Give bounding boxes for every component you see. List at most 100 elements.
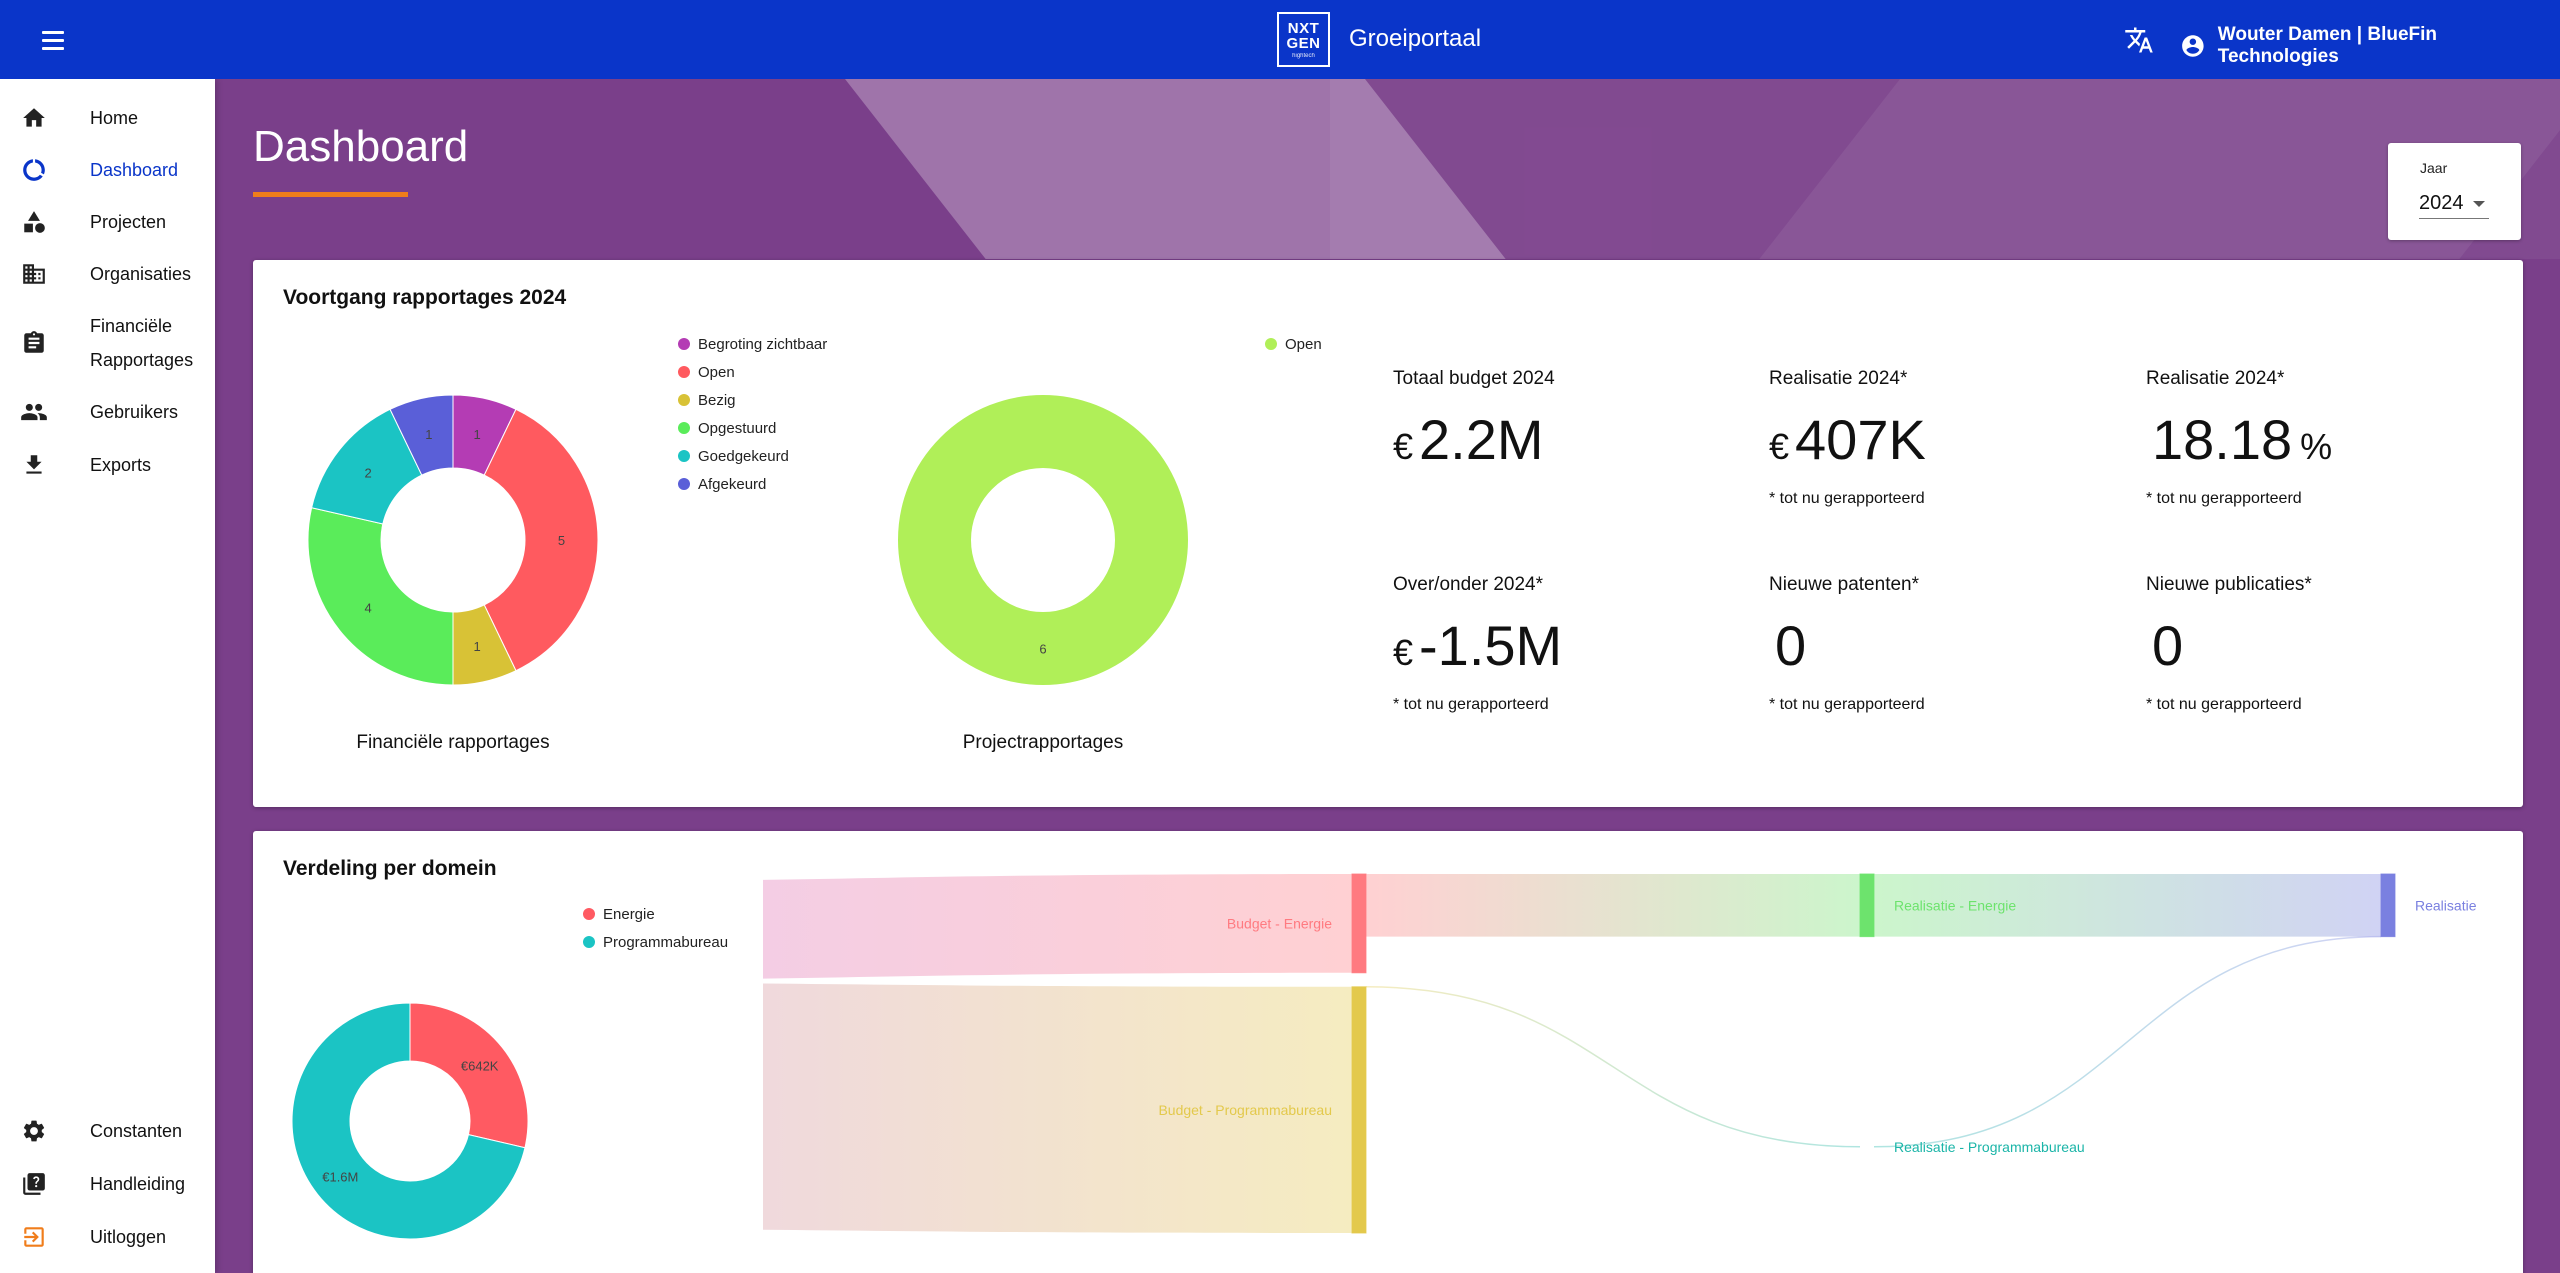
stat-number: -1.5M <box>1419 614 1563 677</box>
stat-value: 0 <box>2146 618 2486 674</box>
donut-value-label: 1 <box>474 639 481 654</box>
card-title: Voortgang rapportages 2024 <box>283 286 567 309</box>
stat-note: * tot nu gerapporteerd <box>1769 490 1925 507</box>
legend-swatch <box>678 366 690 378</box>
donut-slice-open[interactable] <box>483 408 599 672</box>
shapes-icon <box>20 208 48 236</box>
year-select[interactable]: 2024 <box>2419 189 2489 219</box>
background-decoration <box>1330 79 2560 259</box>
legend-item-energie[interactable]: Energie <box>583 900 728 928</box>
legend-item-opgestuurd[interactable]: Opgestuurd <box>678 414 827 442</box>
stat-number: 2.2M <box>1419 408 1544 471</box>
donut-slice-afgekeurd[interactable] <box>389 394 454 476</box>
user-menu[interactable]: Wouter Damen | BlueFin Technologies <box>2180 24 2560 68</box>
users-icon <box>20 398 48 426</box>
sankey-node-label: Realisatie - Energie <box>1894 897 2016 913</box>
progress-card: Voortgang rapportages 2024 1 5 1 4 2 1 Begrot… <box>253 260 2523 807</box>
year-select-value: 2024 <box>2419 192 2464 214</box>
sidebar-item-handleiding[interactable]: Handleiding <box>0 1167 215 1201</box>
sidebar-item-label: Handleiding <box>90 1174 186 1194</box>
legend-item-begroting-zichtbaar[interactable]: Begroting zichtbaar <box>678 330 827 358</box>
stat-value: € -1.5M <box>1393 618 1733 674</box>
stat-label: Over/onder 2024* <box>1393 574 1543 595</box>
sankey-node-label: Budget - Energie <box>1227 915 1332 931</box>
stat-label: Nieuwe publicaties* <box>2146 574 2312 595</box>
legend-item-afgekeurd[interactable]: Afgekeurd <box>678 470 827 498</box>
sidebar-item-home[interactable]: Home <box>0 101 215 135</box>
legend-label: Open <box>1285 335 1322 353</box>
legend-swatch <box>583 908 595 920</box>
stat-value: €2.2M <box>1393 412 1733 468</box>
menu-icon[interactable] <box>38 26 68 54</box>
financial-reports-caption: Financiële rapportages <box>356 732 550 753</box>
stat-total-budget: Totaal budget 2024 €2.2M <box>1393 368 1733 490</box>
sidebar-item-label: Constanten <box>90 1121 183 1141</box>
donut-value-label: 1 <box>425 427 432 442</box>
legend-label: Afgekeurd <box>698 475 767 493</box>
donut-slice-opgestuurd[interactable] <box>307 507 454 686</box>
sankey-node-budget-energie[interactable] <box>1351 873 1367 974</box>
caret-down-icon <box>2473 201 2485 207</box>
legend-item-open[interactable]: Open <box>678 358 827 386</box>
donut-value-label: €642K <box>461 1059 499 1074</box>
legend-item-open[interactable]: Open <box>1265 330 1322 358</box>
sankey-link-realisatie-programmabureau-to-realisatie[interactable] <box>1873 935 2382 1148</box>
stat-number: 0 <box>2152 614 2184 677</box>
donut-value-label: 4 <box>365 601 372 616</box>
legend-label: Begroting zichtbaar <box>698 335 828 353</box>
sidebar-item-label: Financiële <box>90 316 173 336</box>
domain-legend: Energie Programmabureau <box>583 900 728 956</box>
gear-icon <box>20 1117 48 1145</box>
legend-item-goedgekeurd[interactable]: Goedgekeurd <box>678 442 827 470</box>
donut-slice-programmabureau[interactable] <box>291 1002 526 1240</box>
stat-note: * tot nu gerapporteerd <box>1769 696 1925 713</box>
home-icon <box>20 104 48 132</box>
financial-reports-legend: Begroting zichtbaar Open Bezig Opgestuurd Go… <box>678 330 827 498</box>
legend-label: Programmabureau <box>603 933 729 951</box>
year-filter-card: Jaar 2024 <box>2388 143 2521 240</box>
clipboard-icon <box>20 329 48 357</box>
sankey-node-label: Realisatie <box>2415 897 2477 913</box>
sankey-node-label: Budget - Programmabureau <box>1158 1102 1332 1118</box>
sidebar-item-gebruikers[interactable]: Gebruikers <box>0 395 215 429</box>
sankey-link-budget-to-budget-programmabureau[interactable] <box>763 982 1352 1233</box>
legend-label: Goedgekeurd <box>698 447 789 465</box>
sidebar-item-financiele-rapportages[interactable]: Financiële Rapportages <box>0 309 215 377</box>
sidebar-item-label: Home <box>90 108 139 128</box>
sidebar-item-dashboard[interactable]: Dashboard <box>0 153 215 187</box>
legend-swatch <box>678 422 690 434</box>
sidebar-item-uitloggen[interactable]: Uitloggen <box>0 1220 215 1254</box>
stat-value: 0 <box>1769 618 2109 674</box>
year-filter-label: Jaar <box>2420 160 2448 176</box>
translate-icon[interactable] <box>2124 25 2154 55</box>
sankey-link-budget-programmabureau-to-realisatie-programmabureau[interactable] <box>1365 986 1861 1148</box>
legend-item-programmabureau[interactable]: Programmabureau <box>583 928 728 956</box>
sidebar: Home Dashboard Projecten Organisaties Fi… <box>0 79 215 1273</box>
donut-slice-open[interactable] <box>898 395 1188 685</box>
sidebar-item-organisaties[interactable]: Organisaties <box>0 257 215 291</box>
sidebar-item-label: Uitloggen <box>90 1227 167 1247</box>
legend-swatch <box>678 450 690 462</box>
user-name: Wouter Damen | BlueFin Technologies <box>2217 24 2438 67</box>
sankey-link-budget-energie-to-realisatie-energie[interactable] <box>1366 874 1860 937</box>
sidebar-item-label: Projecten <box>90 212 167 232</box>
donut-slice-energie[interactable] <box>409 1002 529 1149</box>
project-reports-legend: Open <box>1265 330 1322 358</box>
sankey-link-budget-to-budget-energie[interactable] <box>763 874 1352 982</box>
sidebar-item-projecten[interactable]: Projecten <box>0 205 215 239</box>
donut-value-label: 2 <box>365 465 372 480</box>
sankey-node-label: Realisatie - Programmabureau <box>1894 1139 2085 1155</box>
dashboard-icon <box>20 156 48 184</box>
sidebar-item-constanten[interactable]: Constanten <box>0 1114 215 1148</box>
sankey-node-realisatie[interactable] <box>2380 873 2396 938</box>
currency-symbol: € <box>1393 632 1414 673</box>
domain-card: Verdeling per domein €642K €1.6M Energie P… <box>253 831 2523 1273</box>
sankey-node-budget-programmabureau[interactable] <box>1351 986 1367 1234</box>
app-title: Groeiportaal <box>1349 25 1482 52</box>
sidebar-item-exports[interactable]: Exports <box>0 448 215 482</box>
sankey-link-realisatie-energie-to-realisatie[interactable] <box>1874 874 2381 937</box>
legend-item-bezig[interactable]: Bezig <box>678 386 827 414</box>
sankey-node-realisatie-energie[interactable] <box>1859 873 1875 938</box>
stat-value: 18.18% <box>2146 412 2486 468</box>
